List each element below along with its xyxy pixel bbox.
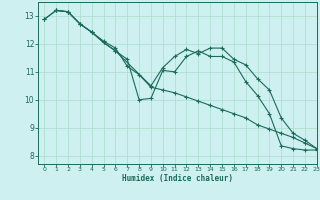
X-axis label: Humidex (Indice chaleur): Humidex (Indice chaleur) xyxy=(122,174,233,183)
